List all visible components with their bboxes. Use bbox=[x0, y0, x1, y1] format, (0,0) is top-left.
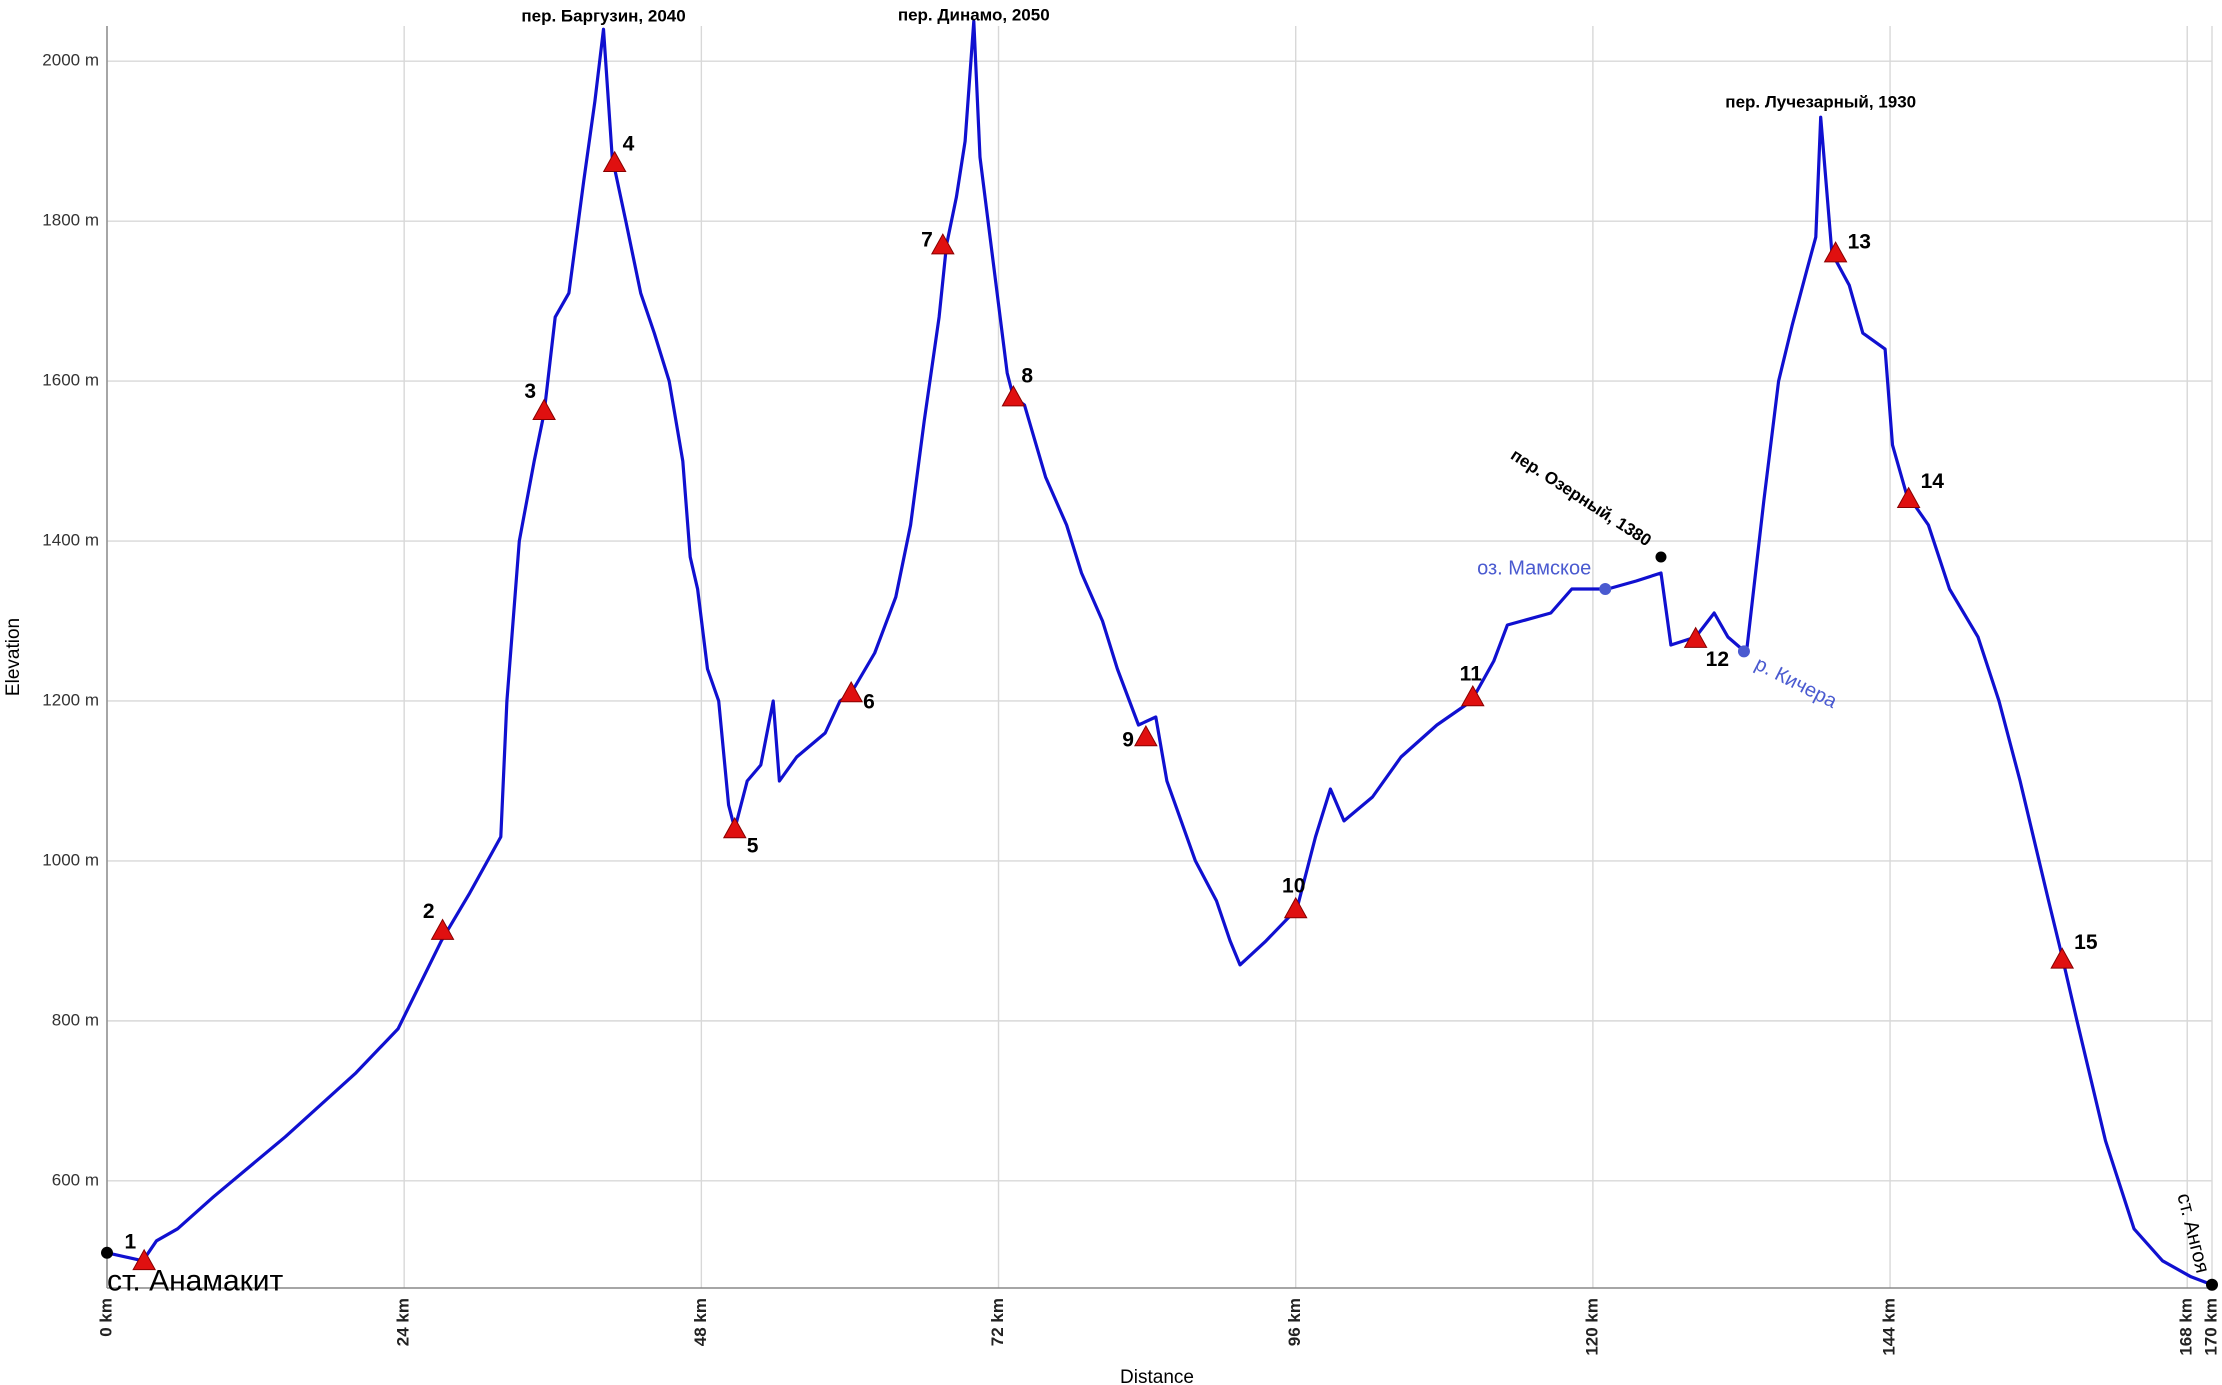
place-label: оз. Мамское bbox=[1477, 557, 1591, 579]
pass-point bbox=[1655, 551, 1667, 563]
x-tick-label: 144 km bbox=[1880, 1298, 1899, 1356]
waypoint-marker bbox=[1683, 626, 1708, 648]
waypoint-label: 1 bbox=[124, 1230, 136, 1253]
y-tick-label: 1800 m bbox=[42, 211, 99, 230]
waypoint-label: 11 bbox=[1460, 663, 1483, 686]
place-label: ст. Ангоя bbox=[2172, 1191, 2213, 1275]
y-axis-label: Elevation bbox=[3, 618, 24, 696]
x-tick-label: 0 km bbox=[96, 1298, 115, 1337]
pass-label: пер. Баргузин, 2040 bbox=[521, 7, 685, 26]
y-tick-label: 800 m bbox=[52, 1010, 99, 1029]
waypoint-label: 4 bbox=[623, 132, 635, 155]
y-tick-label: 1400 m bbox=[42, 531, 99, 550]
waypoint-marker bbox=[1283, 896, 1308, 919]
waypoint-label: 10 bbox=[1282, 874, 1305, 897]
waypoint-marker bbox=[532, 398, 556, 420]
waypoint-marker bbox=[839, 680, 864, 703]
x-tick-label: 48 km bbox=[691, 1298, 710, 1346]
place-point bbox=[101, 1246, 113, 1259]
x-tick-label: 120 km bbox=[1582, 1298, 1601, 1356]
waypoint-marker bbox=[722, 816, 747, 839]
x-tick-label: 96 km bbox=[1285, 1298, 1304, 1346]
waypoint-marker bbox=[1460, 684, 1485, 707]
waypoint-marker bbox=[430, 918, 455, 940]
waypoint-marker bbox=[1134, 724, 1158, 747]
y-tick-label: 1200 m bbox=[42, 690, 99, 709]
waypoint-label: 3 bbox=[524, 380, 536, 403]
y-tick-label: 2000 m bbox=[42, 51, 99, 70]
waypoint-label: 15 bbox=[2074, 931, 2098, 954]
waypoint-label: 14 bbox=[1921, 470, 1945, 493]
waypoint-marker bbox=[1896, 486, 1921, 508]
elevation-line bbox=[106, 19, 2213, 1287]
y-tick-label: 1000 m bbox=[42, 850, 99, 869]
waypoint-label: 12 bbox=[1706, 648, 1729, 671]
waypoint-marker bbox=[1823, 241, 1848, 263]
waypoint-label: 6 bbox=[863, 691, 875, 714]
place-label: ст. Анамакит bbox=[107, 1265, 284, 1298]
waypoint-marker bbox=[930, 233, 955, 255]
x-tick-label: 168 km bbox=[2177, 1298, 2196, 1356]
waypoint-label: 7 bbox=[921, 229, 933, 252]
x-tick-label: 72 km bbox=[988, 1298, 1007, 1346]
waypoint-label: 9 bbox=[1122, 729, 1134, 752]
place-point bbox=[1599, 583, 1612, 596]
pass-label: пер. Лучезарный, 1930 bbox=[1725, 93, 1916, 112]
waypoint-marker bbox=[602, 150, 627, 173]
pass-label: пер. Динамо, 2050 bbox=[898, 5, 1050, 24]
waypoint-label: 8 bbox=[1021, 365, 1033, 388]
place-label: р. Кичера bbox=[1751, 653, 1841, 713]
x-tick-label: 170 km bbox=[2201, 1298, 2220, 1356]
y-tick-label: 600 m bbox=[52, 1170, 99, 1189]
place-point bbox=[2206, 1278, 2218, 1291]
x-tick-label: 24 km bbox=[394, 1298, 413, 1346]
y-tick-label: 1600 m bbox=[42, 371, 99, 390]
place-point bbox=[1737, 645, 1750, 658]
waypoint-label: 13 bbox=[1848, 231, 1871, 254]
pass-label: пер. Озерный, 1380 bbox=[1507, 445, 1654, 550]
waypoint-marker bbox=[2050, 947, 2075, 969]
waypoint-label: 5 bbox=[747, 834, 759, 857]
waypoint-marker bbox=[1001, 385, 1026, 407]
waypoint-label: 2 bbox=[423, 900, 435, 923]
x-axis-label: Distance bbox=[1120, 1367, 1194, 1385]
waypoint-marker bbox=[132, 1248, 156, 1271]
